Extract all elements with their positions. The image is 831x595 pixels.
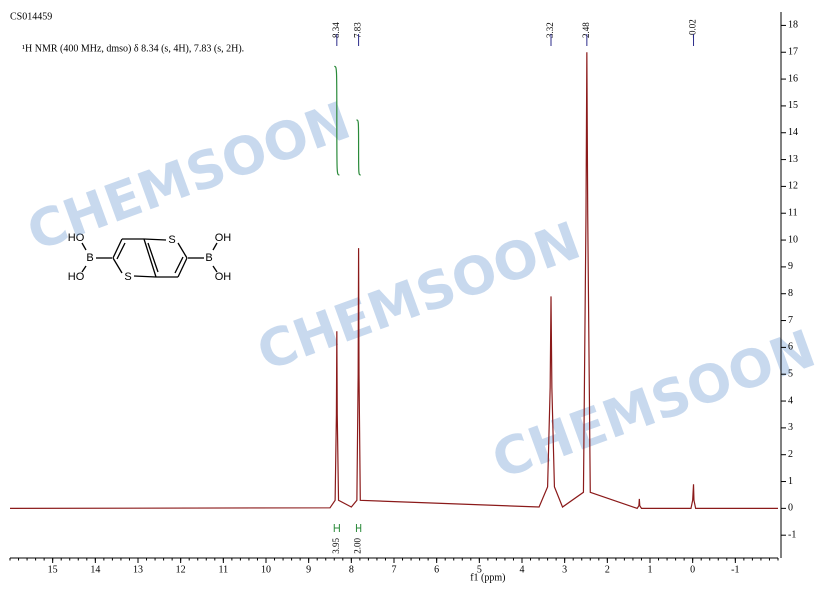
x-tick-label: 3 [562,564,567,575]
watermark: CHEMSOON [485,319,823,491]
atom-label: B [86,252,93,264]
integral-bracket [355,524,362,532]
y-tick-label: 7 [788,315,793,326]
x-tick-label: 5 [477,564,482,575]
x-tick-label: 6 [434,564,439,575]
y-tick-label: 2 [788,449,793,460]
integral-curve [334,65,340,176]
y-tick-label: 3 [788,422,793,433]
atom-label: OH [215,232,232,244]
atom-label: HO [68,232,85,244]
peak-label: -0.02 [688,19,698,38]
chart-title: CS014459 [10,11,52,22]
y-tick-label: 10 [788,234,798,245]
x-tick-label: 4 [520,564,525,575]
peak-label: 7.83 [353,22,363,38]
x-tick-label: -1 [731,564,739,575]
x-axis-label: f1 (ppm) [470,572,505,583]
peak-label: 3.32 [545,22,555,38]
x-tick-label: 9 [306,564,311,575]
x-tick-label: 0 [690,564,695,575]
atom-label: S [168,234,175,246]
atom-label: OH [215,271,232,283]
y-tick-label: 4 [788,395,793,406]
x-tick-label: 8 [349,564,354,575]
spectrum-line [9,52,778,510]
x-tick-label: 7 [392,564,397,575]
y-tick-label: -1 [788,529,796,540]
y-tick-label: 5 [788,369,793,380]
y-tick-label: 15 [788,100,798,111]
y-tick-label: 0 [788,503,793,514]
watermark: CHEMSOON [20,91,358,263]
integral-label: 2.00 [353,538,363,554]
y-tick-label: 17 [788,47,798,58]
x-tick-label: 1 [648,564,653,575]
structure: HO HO B S S B OH OH [68,232,232,283]
x-tick-label: 2 [605,564,610,575]
x-tick-label: 15 [48,564,58,575]
y-tick-label: 1 [788,476,793,487]
atom-label: B [205,252,212,264]
integral-bracket [333,524,340,532]
watermark: CHEMSOON [250,211,588,383]
y-tick-label: 14 [788,127,798,138]
peak-label: 2.48 [581,22,591,38]
y-tick-label: 16 [788,73,798,84]
y-tick-label: 6 [788,342,793,353]
atom-label: HO [68,271,85,283]
x-tick-label: 14 [90,564,100,575]
y-tick-label: 12 [788,181,798,192]
peak-label: 8.34 [331,22,341,38]
annotation: ¹H NMR (400 MHz, dmso) δ 8.34 (s, 4H), 7… [22,43,244,54]
x-tick-label: 12 [176,564,186,575]
y-tick-label: 11 [788,208,798,219]
y-tick-label: 9 [788,261,793,272]
x-tick-label: 13 [133,564,143,575]
x-tick-label: 11 [219,564,229,575]
integral-label: 3.95 [331,538,341,554]
x-tick-label: 10 [261,564,271,575]
integral-curve [356,119,361,176]
y-tick-label: 8 [788,288,793,299]
y-tick-label: 13 [788,154,798,165]
atom-label: S [124,271,131,283]
y-tick-label: 18 [788,20,798,31]
